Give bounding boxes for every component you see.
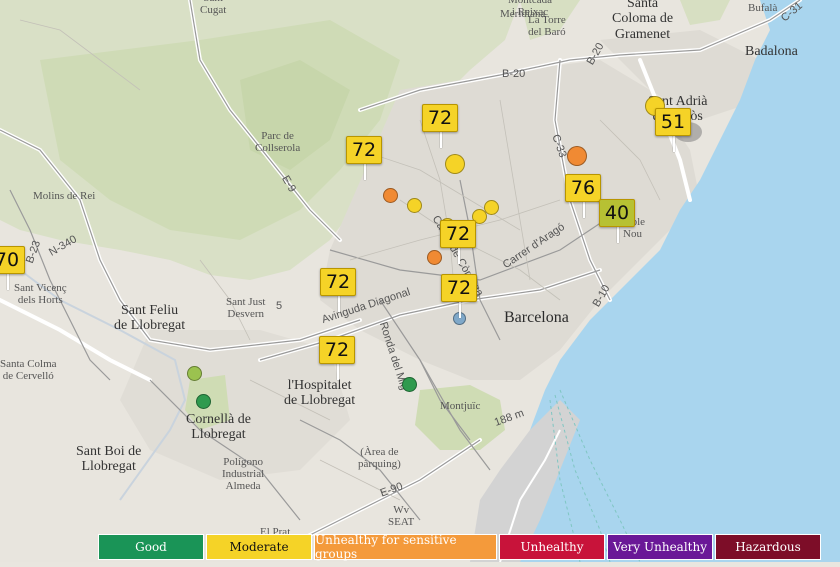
label-b20: B-20 <box>502 68 526 80</box>
label-sant-cugat: SantCugat <box>200 0 227 17</box>
aqi-legend: Good Moderate Unhealthy for sensitive gr… <box>98 533 821 562</box>
station-dot[interactable] <box>187 366 202 381</box>
aqi-value-box[interactable]: 72 <box>440 220 476 248</box>
marker-stem <box>617 225 619 243</box>
label-montjuic: Montjuïc <box>440 400 481 412</box>
label-hospitalet: l'Hospitalet de Llobregat <box>284 378 356 409</box>
marker-stem <box>583 200 585 218</box>
label-meridiana: Meridiana <box>500 8 546 20</box>
label-molins: Molins de Rei <box>33 190 96 202</box>
label-santa-coloma: Santa Coloma de Gramenet <box>612 0 674 42</box>
legend-good[interactable]: Good <box>98 534 204 560</box>
station-dot[interactable] <box>484 200 499 215</box>
station-dot[interactable] <box>196 394 211 409</box>
station-dot[interactable] <box>567 146 587 166</box>
label-poligono: Polígono Industrial Almeda <box>222 456 265 493</box>
aqi-value-box[interactable]: 72 <box>441 274 477 302</box>
marker-stem <box>7 272 9 290</box>
label-sant-just: Sant Just Desvern <box>226 296 266 321</box>
station-dot[interactable] <box>445 154 465 174</box>
label-parc-collserola: Parc de Collserola <box>255 130 301 155</box>
label-num-5: 5 <box>276 300 283 312</box>
marker-stem <box>440 130 442 148</box>
legend-moderate[interactable]: Moderate <box>206 534 312 560</box>
station-dot[interactable] <box>407 198 422 213</box>
aqi-value-box[interactable]: 51 <box>655 108 691 136</box>
label-cornella: Cornellà de Llobregat <box>186 412 251 443</box>
marker-stem <box>458 246 460 264</box>
aqi-value-box[interactable]: 72 <box>346 136 382 164</box>
legend-unhealthy-sensitive[interactable]: Unhealthy for sensitive groups <box>314 533 497 561</box>
aqi-value-box[interactable]: 72 <box>422 104 458 132</box>
aqi-value-box[interactable]: 72 <box>319 336 355 364</box>
aqi-value-box[interactable]: 76 <box>565 174 601 202</box>
station-dot[interactable] <box>402 377 417 392</box>
label-badalona: Badalona <box>745 44 798 59</box>
label-wv-seat: Wv SEAT <box>388 504 415 529</box>
station-dot[interactable] <box>427 250 442 265</box>
label-barcelona: Barcelona <box>504 309 569 326</box>
marker-stem <box>673 134 675 152</box>
legend-unhealthy[interactable]: Unhealthy <box>499 534 605 560</box>
marker-stem <box>337 362 339 380</box>
marker-stem <box>338 294 340 312</box>
label-torre-baro: La Torre del Baró <box>528 14 566 39</box>
station-dot[interactable] <box>383 188 398 203</box>
label-area-parquing: (Àrea de pàrquing) <box>358 446 401 471</box>
aqi-value-box[interactable]: 72 <box>320 268 356 296</box>
marker-stem <box>459 300 461 318</box>
aqi-value-box[interactable]: 40 <box>599 199 635 227</box>
legend-very-unhealthy[interactable]: Very Unhealthy <box>607 534 713 560</box>
label-sant-boi: Sant Boi de Llobregat <box>76 444 142 475</box>
label-colma: Santa Colma de Cervelló <box>0 358 57 383</box>
aqi-value-box[interactable]: 70 <box>0 246 25 274</box>
label-montcada: Montcada i Reixac <box>508 0 552 19</box>
label-sant-feliu: Sant Feliu de Llobregat <box>114 303 186 334</box>
legend-hazardous[interactable]: Hazardous <box>715 534 821 560</box>
label-bufala: Bufalà <box>748 2 778 14</box>
label-sant-vicenc: Sant Vicenç dels Horts <box>14 282 67 307</box>
marker-stem <box>364 162 366 180</box>
